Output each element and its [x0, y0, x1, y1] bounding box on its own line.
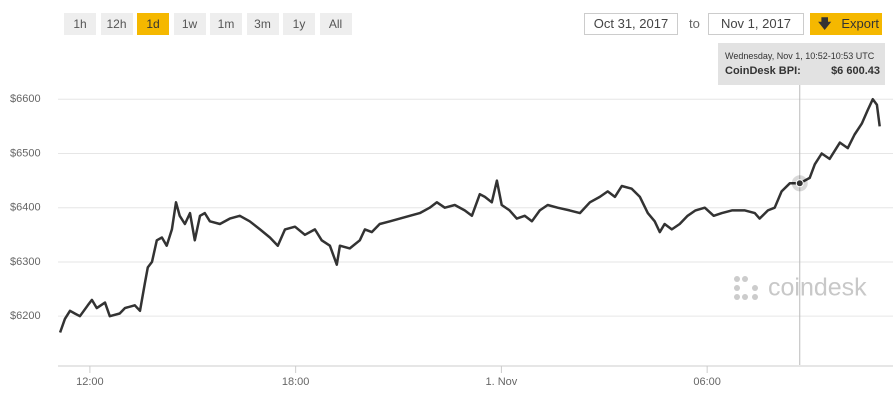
range-button[interactable]: 1w — [173, 13, 206, 35]
y-tick-label: $6200 — [10, 310, 41, 322]
tooltip-label: CoinDesk BPI: — [725, 65, 801, 77]
x-tick-label: 18:00 — [282, 376, 310, 388]
tooltip: Wednesday, Nov 1, 10:52-10:53 UTC CoinDe… — [718, 43, 885, 85]
hover-point — [795, 179, 804, 188]
x-tick-label: 12:00 — [76, 376, 104, 388]
y-tick-label: $6300 — [10, 256, 41, 268]
x-tick-label: 06:00 — [693, 376, 721, 388]
range-button[interactable]: 12h — [100, 13, 133, 35]
export-icon: 🡇 — [818, 16, 832, 31]
tooltip-time: Wednesday, Nov 1, 10:52-10:53 UTC — [725, 51, 875, 61]
range-button[interactable]: 1m — [210, 13, 242, 35]
export-button[interactable]: 🡇 Export — [810, 13, 882, 35]
y-tick-label: $6400 — [10, 202, 41, 214]
y-tick-label: $6600 — [10, 93, 41, 105]
y-tick-label: $6500 — [10, 147, 41, 159]
watermark: coindesk — [768, 274, 867, 302]
range-button[interactable]: 1d — [137, 13, 169, 35]
watermark-icon — [734, 276, 758, 300]
range-button[interactable]: 1h — [64, 13, 96, 35]
tooltip-value: $6 600.43 — [831, 65, 880, 77]
range-button[interactable]: All — [319, 13, 352, 35]
export-label: Export — [841, 16, 879, 31]
price-line — [58, 97, 881, 333]
to-date[interactable]: Nov 1, 2017 — [708, 13, 804, 35]
range-button[interactable]: 1y — [283, 13, 315, 35]
from-date[interactable]: Oct 31, 2017 — [584, 13, 678, 35]
x-tick-label: 1. Nov — [486, 376, 518, 388]
to-word: to — [689, 16, 700, 31]
range-button[interactable]: 3m — [246, 13, 279, 35]
